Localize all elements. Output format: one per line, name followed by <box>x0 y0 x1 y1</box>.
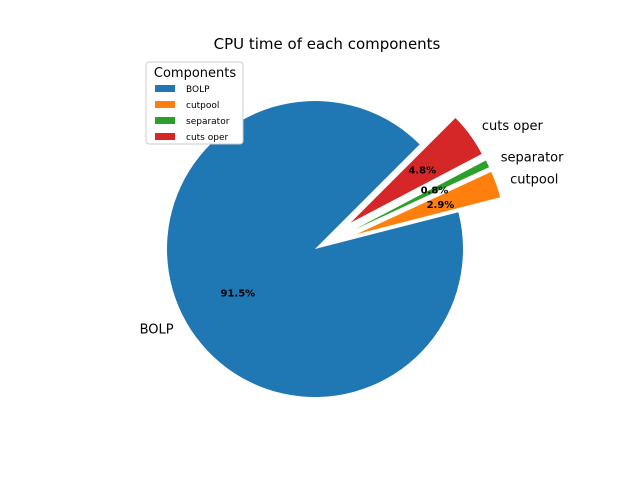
legend-label: cuts oper <box>186 133 228 143</box>
pie-slice-cuts-oper <box>350 118 482 223</box>
legend-swatch <box>155 101 175 108</box>
percent-label: 2.9% <box>427 200 455 211</box>
pie-slice-bolp <box>167 101 464 398</box>
chart-title: CPU time of each components <box>214 35 441 53</box>
legend-swatch <box>155 85 175 92</box>
legend-label: BOLP <box>186 85 210 95</box>
wedge-labels: BOLP cutpool separator cuts oper <box>140 119 565 338</box>
wedge-label: cutpool <box>510 172 558 187</box>
legend-items: BOLP cutpool separator cuts oper <box>155 85 230 143</box>
pie-slice-separator <box>354 160 490 230</box>
pie-slice-cutpool <box>356 171 501 235</box>
legend-swatch <box>155 117 175 124</box>
percent-label: 0.8% <box>421 186 449 197</box>
percent-label: 91.5% <box>221 288 256 299</box>
legend-label: separator <box>186 117 230 127</box>
wedge-label: separator <box>501 150 564 165</box>
legend-title: Components <box>154 66 236 81</box>
percent-labels: 91.5% 2.9% 0.8% 4.8% <box>221 166 455 300</box>
pie-slices <box>167 101 501 398</box>
legend-label: cutpool <box>186 101 219 111</box>
wedge-label: BOLP <box>140 323 174 338</box>
legend-swatch <box>155 133 175 140</box>
wedge-label: cuts oper <box>482 119 544 134</box>
legend: Components BOLP cutpool separator cuts oper <box>145 61 244 145</box>
percent-label: 4.8% <box>408 166 436 177</box>
